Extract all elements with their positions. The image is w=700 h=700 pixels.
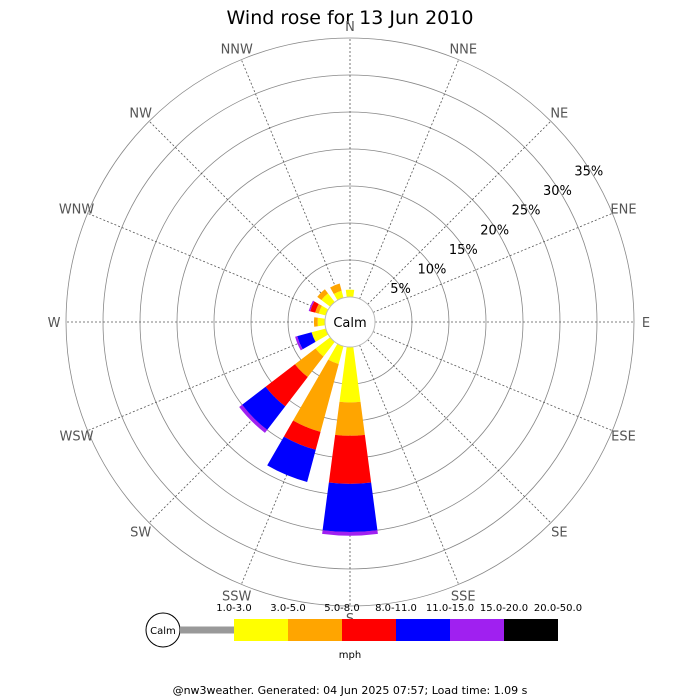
bar-sw-bin-3	[294, 348, 324, 378]
spoke-se	[367, 339, 552, 524]
direction-label-e: E	[642, 316, 650, 331]
direction-label-w: W	[48, 316, 61, 331]
direction-labels: NNNENEENEEESESESSESSSWSWWSWWWNWNWNNW	[48, 20, 651, 627]
bar-ssw-bin-4	[283, 420, 321, 450]
bar-wsw-bin-2	[311, 328, 329, 342]
chart-title: Wind rose for 13 Jun 2010	[227, 7, 474, 29]
bar-s-bin-4	[328, 434, 372, 484]
legend-swatch-3	[288, 619, 342, 641]
legend-swatch-5	[396, 619, 450, 641]
legend-swatch-7	[504, 619, 558, 641]
spoke-wsw	[87, 331, 328, 432]
spoke-ne	[367, 120, 552, 305]
bar-s-bin-5	[322, 482, 378, 533]
legend-label-5: 11.0-15.0	[426, 603, 474, 614]
legend-units: mph	[339, 650, 361, 661]
footer-text: @nw3weather. Generated: 04 Jun 2025 07:5…	[173, 684, 528, 697]
bar-wnw-bin-6	[308, 300, 315, 312]
ring-label-25: 25%	[512, 204, 541, 219]
bar-wnw-bin-2	[318, 305, 329, 316]
spoke-wnw	[87, 212, 328, 313]
bar-sw-bin-5	[242, 386, 286, 430]
direction-label-ne: NE	[550, 107, 568, 122]
direction-label-ese: ESE	[611, 429, 636, 444]
direction-label-nne: NNE	[449, 43, 477, 58]
bar-sw-bin-6	[239, 404, 268, 433]
spoke-nne	[359, 59, 460, 300]
bar-ssw-bin-3	[293, 359, 339, 432]
bar-sw-bin-2	[315, 337, 335, 357]
bar-s-bin-6	[322, 530, 378, 536]
calm-center: Calm	[324, 296, 376, 348]
bar-nnw-bin-3	[330, 283, 342, 294]
ring-label-5: 5%	[390, 282, 411, 297]
bar-ssw-bin-5	[267, 436, 316, 482]
legend-label-2: 3.0-5.0	[270, 603, 305, 614]
spoke-sse	[359, 344, 460, 585]
direction-label-wsw: WSW	[60, 429, 94, 444]
direction-label-n: N	[345, 20, 355, 35]
legend-label-6: 15.0-20.0	[480, 603, 528, 614]
direction-label-nnw: NNW	[221, 43, 253, 58]
ring-label-30: 30%	[543, 184, 572, 199]
ring-labels: 5% 10%15%20%25%30%35%	[390, 165, 603, 298]
bar-wsw-bin-6	[295, 336, 303, 351]
ring-label-35: 35%	[574, 165, 603, 180]
ring-label-15: 15%	[449, 243, 478, 258]
spoke-ese	[372, 331, 613, 432]
legend-calm-label: Calm	[150, 626, 176, 637]
legend-swatch-2	[234, 619, 288, 641]
legend-swatch-1	[180, 626, 234, 634]
ring-label-10: 10%	[418, 263, 447, 278]
legend-label-4: 8.0-11.0	[375, 603, 417, 614]
direction-label-nw: NW	[129, 107, 152, 122]
direction-label-wnw: WNW	[59, 203, 95, 218]
bar-nw-bin-2	[321, 293, 335, 307]
bar-s-bin-3	[335, 401, 365, 436]
spoke-nw	[148, 120, 333, 305]
legend-label-7: 20.0-50.0	[534, 603, 582, 614]
direction-label-ene: ENE	[610, 203, 636, 218]
bar-s-bin-2	[339, 346, 361, 403]
direction-label-se: SE	[551, 525, 567, 540]
bar-wnw-bin-3	[315, 303, 322, 314]
spoke-ene	[372, 212, 613, 313]
wind-bars	[239, 283, 378, 536]
spoke-nnw	[240, 59, 341, 300]
direction-label-sw: SW	[130, 525, 151, 540]
bar-nnw-bin-2	[333, 290, 344, 301]
bar-sw-bin-4	[265, 364, 308, 407]
legend: Calm mph 1.0-3.0 3.0-5.0 5.0-8.0 8.0-11.0 11…	[145, 603, 582, 661]
legend-swatch-4	[342, 619, 396, 641]
bar-nw-bin-3	[317, 289, 329, 301]
ring-label-20: 20%	[480, 223, 509, 238]
calm-label: Calm	[333, 316, 366, 331]
legend-label-1: 1.0-3.0	[216, 603, 251, 614]
legend-swatch-6	[450, 619, 504, 641]
bar-ssw-bin-2	[328, 343, 344, 365]
calm-circle	[324, 296, 376, 348]
direction-label-sse: SSE	[451, 589, 476, 604]
bar-wnw-bin-4	[310, 301, 319, 313]
bar-w-bin-2	[317, 317, 326, 327]
grid-ring-7	[65, 37, 635, 607]
spoke-sw	[148, 339, 333, 524]
bar-w-bin-3	[313, 317, 318, 327]
bar-n-bin-2	[345, 289, 355, 298]
direction-label-ssw: SSW	[222, 589, 252, 604]
legend-label-3: 5.0-8.0	[324, 603, 359, 614]
bar-wsw-bin-5	[297, 332, 316, 350]
